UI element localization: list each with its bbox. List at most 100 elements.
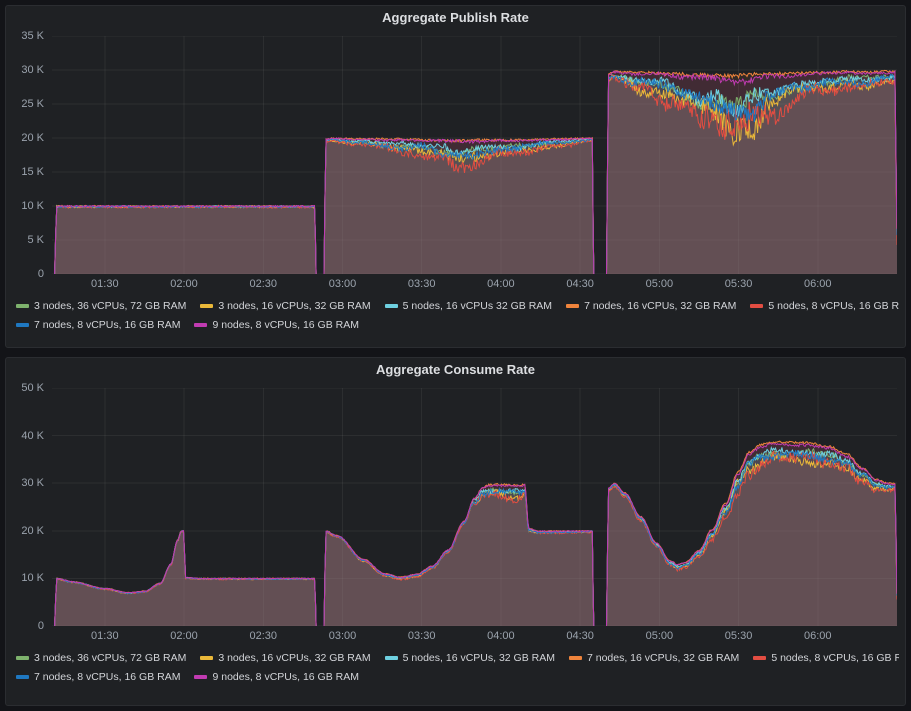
y-axis: 0 5 K 10 K 15 K 20 K 25 K 30 K 35 K (12, 30, 50, 280)
x-tick-label: 02:00 (170, 630, 198, 642)
x-tick-label: 05:00 (645, 630, 674, 642)
legend-label: 3 nodes, 36 vCPUs, 72 GB RAM (34, 300, 187, 312)
series-color-marker (16, 656, 29, 660)
panel-consume-rate: Aggregate Consume Rate 0 10 K 20 K 30 K 40 K… (5, 357, 906, 706)
x-tick-label: 04:00 (487, 278, 515, 290)
y-tick-label: 30 K (21, 64, 44, 76)
series-fill-5 (54, 450, 897, 626)
legend-item-series-4[interactable]: 5 nodes, 8 vCPUs, 16 GB RAM (750, 300, 899, 312)
legend-item-series-1[interactable]: 3 nodes, 16 vCPUs, 32 GB RAM (200, 652, 371, 664)
legend-item-series-6[interactable]: 9 nodes, 8 vCPUs, 16 GB RAM (194, 319, 359, 331)
legend-item-series-5[interactable]: 7 nodes, 8 vCPUs, 16 GB RAM (16, 671, 180, 683)
series-color-marker (753, 656, 767, 660)
y-tick-label: 25 K (21, 98, 44, 110)
legend-item-series-1[interactable]: 3 nodes, 16 vCPUs, 32 GB RAM (200, 300, 371, 312)
y-tick-label: 15 K (21, 166, 44, 178)
x-tick-label: 06:00 (804, 278, 832, 290)
y-tick-label: 0 (37, 268, 44, 280)
legend-label: 3 nodes, 36 vCPUs, 72 GB RAM (34, 652, 187, 664)
x-tick-label: 04:30 (566, 278, 594, 290)
series-color-marker (194, 323, 208, 327)
legend-item-series-6[interactable]: 9 nodes, 8 vCPUs, 16 GB RAM (194, 671, 359, 683)
y-axis: 0 10 K 20 K 30 K 40 K 50 K (12, 382, 50, 632)
legend-item-series-2[interactable]: 5 nodes, 16 vCPUs 32 GB RAM (384, 300, 553, 312)
series-color-marker (16, 304, 29, 308)
chart-svg (52, 388, 897, 626)
legend-label: 7 nodes, 16 vCPUs, 32 GB RAM (584, 300, 737, 312)
plot-area[interactable] (52, 388, 897, 626)
panel-title[interactable]: Aggregate Consume Rate (376, 362, 535, 377)
legend-item-series-4[interactable]: 5 nodes, 8 vCPUs, 16 GB RAM (753, 652, 899, 664)
legend-label: 5 nodes, 8 vCPUs, 16 GB RAM (768, 300, 899, 312)
legend-label: 7 nodes, 8 vCPUs, 16 GB RAM (34, 671, 181, 683)
series-fill-0 (54, 74, 897, 274)
legend-row: 3 nodes, 36 vCPUs, 72 GB RAM 3 nodes, 16 … (16, 300, 899, 312)
series-color-marker (200, 656, 214, 660)
x-tick-label: 04:30 (566, 630, 594, 642)
legend-row: 7 nodes, 8 vCPUs, 16 GB RAM 9 nodes, 8 vC… (16, 671, 899, 683)
x-axis: 01:30 02:00 02:30 03:00 03:30 04:00 04:30 05:00… (52, 276, 897, 292)
x-tick-label: 02:00 (170, 278, 198, 290)
series-color-marker (750, 304, 764, 308)
series-color-marker (566, 304, 580, 308)
legend-label: 5 nodes, 8 vCPUs, 16 GB RAM (771, 652, 899, 664)
series-fill-6 (54, 443, 897, 626)
legend-label: 5 nodes, 16 vCPUs 32 GB RAM (402, 300, 553, 312)
series-color-marker (568, 656, 582, 660)
series-line-6 (54, 69, 897, 274)
x-tick-label: 02:30 (249, 630, 278, 642)
legend-row: 7 nodes, 8 vCPUs, 16 GB RAM 9 nodes, 8 vC… (16, 319, 899, 331)
series-color-marker (16, 323, 29, 327)
series-fill-4 (54, 451, 897, 626)
y-tick-label: 50 K (21, 382, 44, 394)
x-tick-label: 02:30 (249, 278, 278, 290)
y-tick-label: 20 K (21, 132, 44, 144)
legend-item-series-3[interactable]: 7 nodes, 16 vCPUs, 32 GB RAM (566, 300, 736, 312)
panel-title[interactable]: Aggregate Publish Rate (382, 10, 529, 25)
series-color-marker (16, 675, 29, 679)
y-tick-label: 30 K (21, 477, 44, 490)
legend: 3 nodes, 36 vCPUs, 72 GB RAM 3 nodes, 16 … (16, 300, 899, 338)
x-tick-label: 01:30 (91, 630, 119, 642)
series-fill-3 (54, 70, 897, 274)
x-tick-label: 05:00 (645, 278, 674, 290)
legend-item-series-2[interactable]: 5 nodes, 16 vCPUs, 32 GB RAM (384, 652, 555, 664)
x-tick-label: 03:00 (328, 630, 357, 642)
plot-area[interactable] (52, 36, 897, 274)
series-fill-1 (54, 452, 897, 626)
series-fill-0 (54, 448, 897, 626)
series-fill-2 (54, 75, 897, 274)
legend: 3 nodes, 36 vCPUs, 72 GB RAM 3 nodes, 16 … (16, 652, 899, 690)
series-fill-2 (54, 447, 897, 626)
legend-label: 3 nodes, 16 vCPUs, 32 GB RAM (218, 300, 371, 312)
panel-publish-rate: Aggregate Publish Rate 0 5 K 10 K 15 K 20 K 2… (5, 5, 906, 348)
x-tick-label: 01:30 (91, 278, 119, 290)
y-tick-label: 40 K (21, 429, 44, 442)
x-tick-label: 05:30 (724, 630, 753, 642)
legend-label: 9 nodes, 8 vCPUs, 16 GB RAM (212, 671, 359, 683)
legend-label: 5 nodes, 16 vCPUs, 32 GB RAM (402, 652, 555, 664)
y-tick-label: 35 K (21, 30, 44, 42)
y-tick-label: 20 K (21, 524, 44, 537)
chart-svg (52, 36, 897, 274)
legend-row: 3 nodes, 36 vCPUs, 72 GB RAM 3 nodes, 16 … (16, 652, 899, 664)
series-color-marker (384, 304, 398, 308)
series-line-6 (54, 442, 897, 626)
legend-label: 7 nodes, 16 vCPUs, 32 GB RAM (586, 652, 740, 664)
x-tick-label: 03:00 (328, 278, 357, 290)
series-fill-1 (54, 75, 897, 274)
legend-item-series-0[interactable]: 3 nodes, 36 vCPUs, 72 GB RAM (16, 300, 186, 312)
x-tick-label: 03:30 (407, 630, 436, 642)
legend-item-series-3[interactable]: 7 nodes, 16 vCPUs, 32 GB RAM (568, 652, 740, 664)
series-fill-4 (54, 75, 897, 274)
legend-item-series-5[interactable]: 7 nodes, 8 vCPUs, 16 GB RAM (16, 319, 180, 331)
legend-item-series-0[interactable]: 3 nodes, 36 vCPUs, 72 GB RAM (16, 652, 186, 664)
x-axis: 01:30 02:00 02:30 03:00 03:30 04:00 04:30 05:00… (52, 628, 897, 644)
series-color-marker (384, 656, 398, 660)
series-color-marker (194, 675, 208, 679)
series-fill-3 (54, 441, 897, 626)
series-fill-5 (54, 74, 897, 274)
y-tick-label: 10 K (21, 200, 44, 212)
x-tick-label: 03:30 (407, 278, 436, 290)
x-tick-label: 04:00 (487, 630, 515, 642)
